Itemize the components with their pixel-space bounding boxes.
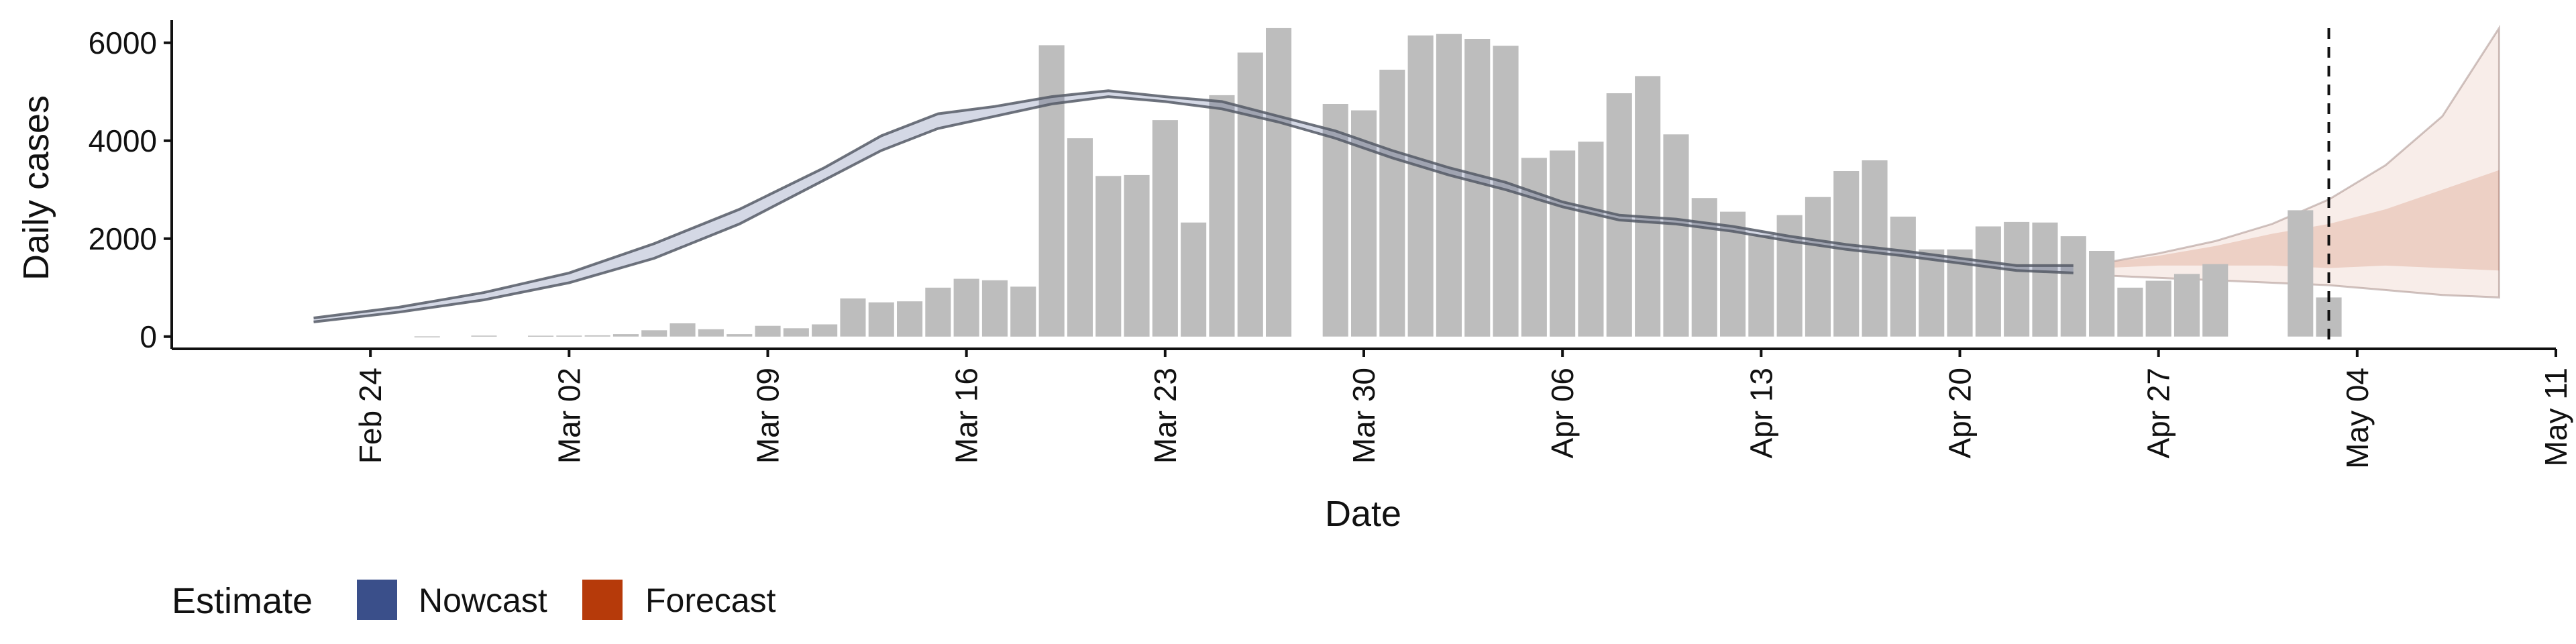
bar: [2145, 280, 2171, 337]
bar: [1379, 69, 1405, 337]
bar: [897, 301, 923, 337]
x-tick-label: Feb 24: [353, 368, 388, 464]
bar: [641, 330, 667, 337]
bar: [1407, 35, 1434, 337]
bar: [783, 328, 809, 337]
bar: [727, 334, 753, 337]
bar: [1748, 234, 1774, 337]
bar: [1322, 104, 1348, 337]
bar: [1919, 249, 1945, 337]
nowcast-lower-line: [313, 95, 2074, 323]
legend-title: Estimate: [172, 581, 313, 621]
bar: [1010, 286, 1036, 337]
bar: [755, 325, 781, 337]
bar: [1266, 28, 1292, 337]
axes-layer: 0 2000 4000 6000 Feb 24 Mar 02 Mar 09 Mar 16 Mar…: [89, 20, 2573, 469]
y-axis-title: Daily cases: [16, 95, 56, 280]
bar: [1663, 134, 1689, 337]
bar: [812, 324, 838, 337]
bar: [953, 278, 979, 337]
bar: [2202, 264, 2229, 337]
x-tick-label: May 11: [2538, 368, 2573, 466]
legend: Estimate Nowcast Forecast: [172, 580, 776, 621]
bar: [1691, 198, 1717, 337]
x-tick-label: Apr 27: [2141, 368, 2176, 459]
x-tick-label: Mar 02: [551, 368, 586, 464]
x-tick-label: Apr 06: [1545, 368, 1580, 459]
bars-layer: [414, 28, 2342, 337]
bar: [1436, 34, 1462, 337]
x-tick-label: Mar 16: [949, 368, 984, 464]
bar: [1805, 197, 1831, 337]
bar: [1975, 226, 2001, 337]
y-tick-label: 6000: [89, 25, 157, 60]
bar: [2117, 287, 2143, 337]
bar: [1095, 176, 1122, 337]
bar: [840, 298, 866, 337]
x-tick-label: Apr 20: [1943, 368, 1978, 459]
y-tick-label: 4000: [89, 123, 157, 158]
bar: [1550, 150, 1576, 337]
bar: [528, 335, 554, 337]
bar: [1521, 158, 1547, 337]
nowcast-upper-line: [313, 89, 2074, 319]
y-tick-label: 2000: [89, 221, 157, 256]
bar: [556, 335, 582, 337]
nowcast-layer: [313, 89, 2074, 323]
bar: [2004, 221, 2030, 337]
x-tick-label: May 04: [2340, 368, 2375, 469]
bar: [1464, 39, 1491, 337]
bar: [1038, 45, 1065, 337]
x-tick-label: Apr 13: [1743, 368, 1778, 459]
legend-swatch-nowcast: [357, 580, 397, 620]
forecast-inner-band: [2102, 170, 2500, 271]
legend-label-nowcast: Nowcast: [419, 582, 547, 619]
bar: [2174, 274, 2200, 337]
bar: [2032, 222, 2058, 337]
legend-label-forecast: Forecast: [645, 582, 776, 619]
bar: [1152, 120, 1178, 337]
bar: [925, 287, 951, 337]
x-tick-label: Mar 23: [1148, 368, 1183, 464]
bar: [2288, 210, 2314, 337]
bar: [2060, 236, 2086, 337]
bar: [669, 323, 696, 337]
bar: [1578, 142, 1604, 337]
bar: [471, 335, 497, 337]
bar: [868, 302, 894, 337]
bar: [1833, 171, 1860, 337]
bar: [698, 329, 724, 337]
x-tick-label: Mar 30: [1346, 368, 1381, 464]
bar: [981, 280, 1008, 337]
x-tick-label: Mar 09: [751, 368, 786, 464]
bar: [612, 334, 639, 337]
x-axis-title: Date: [1325, 494, 1401, 534]
bar: [1124, 174, 1150, 337]
bar: [2089, 251, 2115, 337]
bar: [1209, 95, 1235, 337]
bar: [1181, 222, 1207, 337]
bar: [414, 336, 440, 337]
bar: [1635, 76, 1661, 337]
y-tick-label: 0: [140, 319, 157, 354]
bar: [1237, 52, 1263, 337]
bar: [1890, 216, 1916, 337]
legend-swatch-forecast: [582, 580, 623, 620]
bar: [1067, 138, 1093, 337]
bar: [584, 335, 610, 337]
